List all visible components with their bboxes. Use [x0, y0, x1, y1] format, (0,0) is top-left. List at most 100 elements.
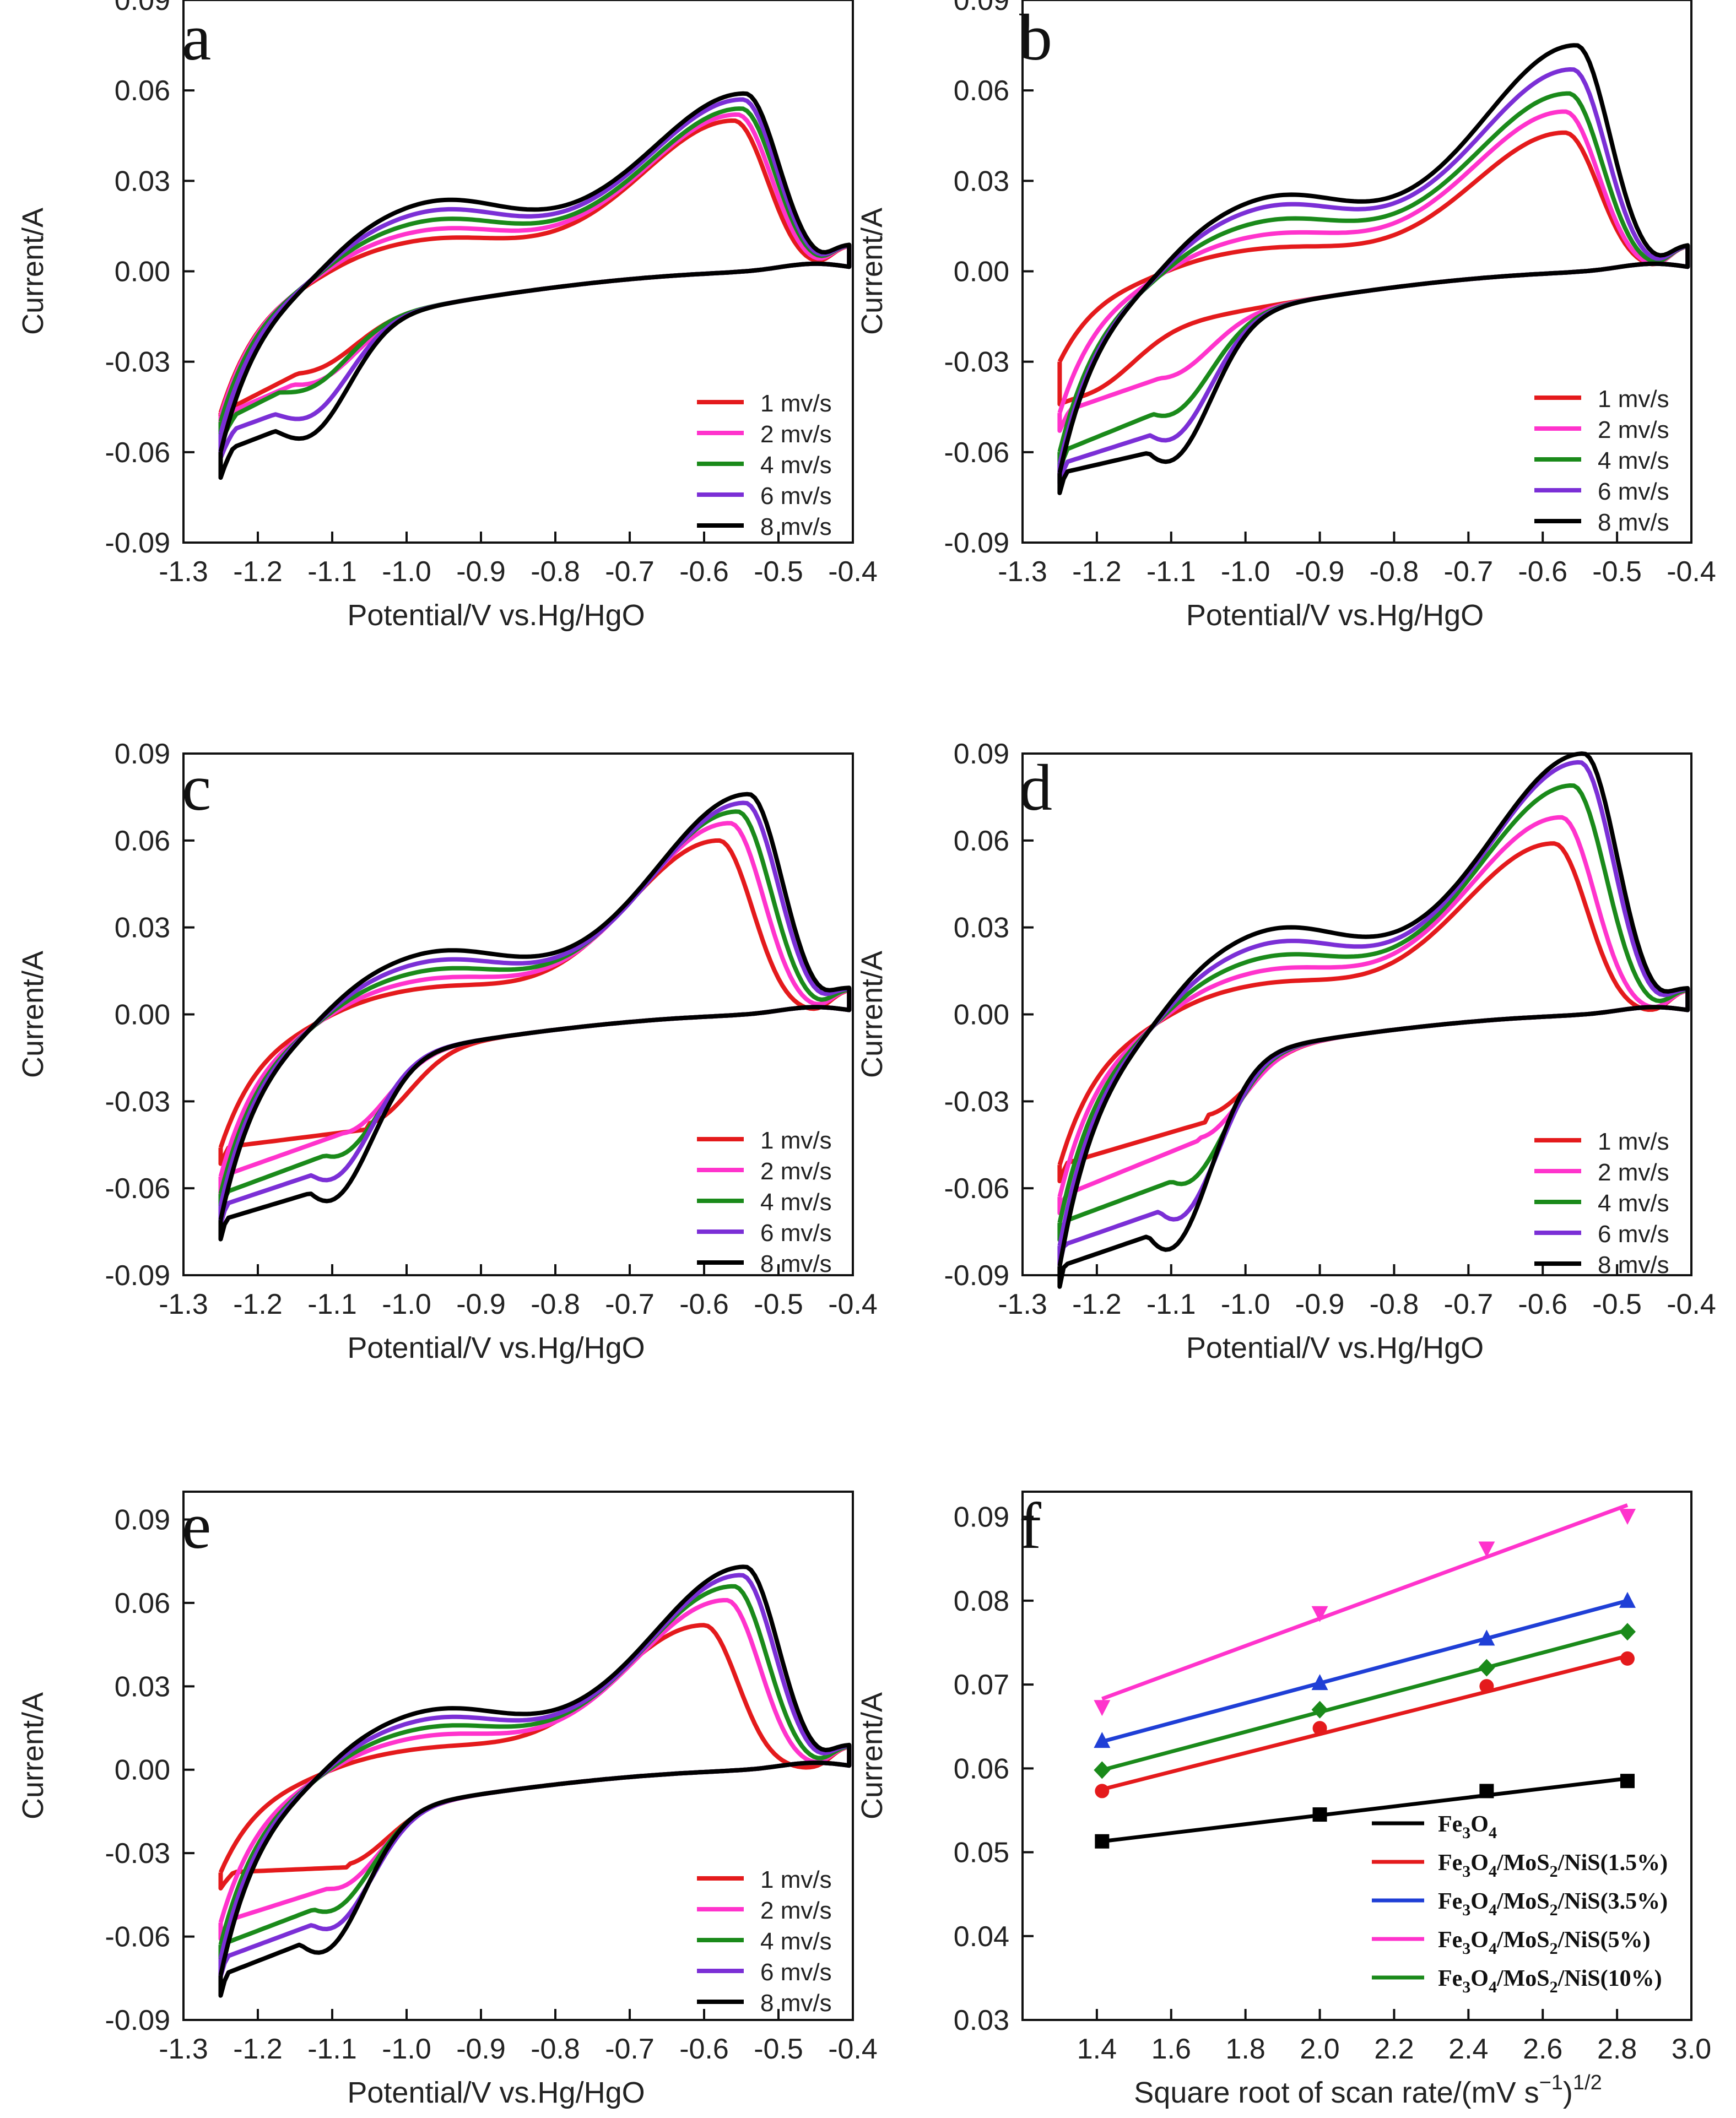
y-tick-label: 0.09: [954, 0, 1009, 17]
y-axis-label: Current/A: [856, 1692, 889, 1819]
x-tick-label: -0.7: [1444, 1288, 1494, 1320]
x-tick-label: -0.9: [456, 556, 506, 588]
data-point: [1620, 1651, 1635, 1666]
y-tick-label: 0.07: [954, 1669, 1009, 1701]
data-point: [1478, 1541, 1495, 1558]
y-tick-label: -0.03: [944, 346, 1009, 378]
fit-line: [1101, 1776, 1628, 1844]
fit-line: [1101, 1599, 1628, 1744]
legend-label: 2 mv/s: [760, 421, 832, 448]
x-tick-label: -1.3: [998, 556, 1047, 588]
data-point: [1478, 1659, 1495, 1677]
y-tick-label: 0.06: [954, 825, 1009, 857]
legend-label: 4 mv/s: [1598, 1190, 1669, 1217]
x-tick-label: -1.0: [382, 2033, 431, 2065]
x-tick-label: -1.3: [159, 556, 208, 588]
x-tick-label: -0.6: [679, 1288, 729, 1320]
x-tick-label: -0.9: [1295, 556, 1345, 588]
x-tick-label: -1.3: [159, 1288, 208, 1320]
x-axis-label: Potential/V vs.Hg/HgO: [1186, 599, 1484, 632]
y-tick-label: -0.06: [944, 1173, 1009, 1205]
fit-line: [1101, 1628, 1628, 1772]
y-tick-label: -0.06: [105, 437, 170, 469]
x-tick-label: -0.8: [531, 1288, 580, 1320]
legend-label: 8 mv/s: [760, 1250, 832, 1277]
legend-label: 4 mv/s: [1598, 447, 1669, 474]
panel-letter: d: [1019, 751, 1052, 824]
x-tick-label: -0.7: [605, 2033, 655, 2065]
y-tick-label: 0.00: [954, 999, 1009, 1031]
cv-curve-8-mv-s: [218, 91, 852, 480]
y-axis-label: Current/A: [17, 208, 50, 335]
y-axis-label: Current/A: [856, 208, 889, 335]
x-tick-label: -1.3: [998, 1288, 1047, 1320]
legend-label: 2 mv/s: [1598, 416, 1669, 443]
data-point: [1312, 1721, 1327, 1736]
cv-curve-8-mv-s: [1057, 751, 1690, 1289]
fit-line: [1101, 1503, 1629, 1701]
legend-label: 1 mv/s: [760, 1866, 832, 1893]
y-tick-label: -0.09: [105, 1260, 170, 1292]
panel-letter: c: [182, 751, 211, 824]
y-tick-label: -0.03: [944, 1086, 1009, 1118]
panel-letter: b: [1019, 1, 1052, 74]
legend-label: Fe3O4/MoS2/NiS(5%): [1438, 1927, 1651, 1958]
y-axis-label: Current/A: [17, 951, 50, 1078]
y-tick-label: 0.04: [954, 1921, 1009, 1953]
x-tick-label: 2.8: [1597, 2033, 1637, 2065]
x-axis-label: Square root of scan rate/(mV s−1)1/2: [1134, 2071, 1602, 2109]
x-tick-label: -0.6: [1518, 1288, 1567, 1320]
x-tick-label: 2.4: [1448, 2033, 1488, 2065]
legend-label: 6 mv/s: [1598, 478, 1669, 505]
x-tick-label: -1.1: [1146, 556, 1196, 588]
y-tick-label: 0.05: [954, 1837, 1009, 1869]
x-axis-label: Potential/V vs.Hg/HgO: [347, 1331, 645, 1364]
x-tick-label: -0.5: [1592, 556, 1642, 588]
plot-frame: [182, 1491, 854, 2021]
legend-label: Fe3O4: [1438, 1812, 1497, 1842]
legend-label: 4 mv/s: [760, 1189, 832, 1216]
x-tick-label: -1.3: [159, 2033, 208, 2065]
x-tick-label: -0.8: [531, 2033, 580, 2065]
y-tick-label: 0.00: [115, 256, 170, 288]
x-tick-label: -0.5: [1592, 1288, 1642, 1320]
y-tick-label: -0.03: [105, 346, 170, 378]
y-tick-label: -0.06: [105, 1173, 170, 1205]
legend-label: 2 mv/s: [760, 1158, 832, 1185]
x-tick-label: -0.8: [1370, 1288, 1419, 1320]
legend-label: 1 mv/s: [760, 1127, 832, 1154]
legend-label: 6 mv/s: [760, 1959, 832, 1986]
legend-label: 6 mv/s: [1598, 1221, 1669, 1248]
x-tick-label: -0.4: [1667, 556, 1716, 588]
x-tick-label: -1.0: [1221, 556, 1270, 588]
legend-label: 2 mv/s: [1598, 1159, 1669, 1186]
x-tick-label: -0.8: [531, 556, 580, 588]
x-tick-label: -0.4: [828, 556, 878, 588]
y-tick-label: 0.03: [115, 1671, 170, 1703]
panel-a: -1.3 -1.2 -1.1 -1.0 -0.9 -0.8 -0.7 -0.6 -0.5 -0.4…: [17, 0, 878, 632]
y-tick-label: -0.06: [105, 1921, 170, 1953]
x-axis-label: Potential/V vs.Hg/HgO: [347, 2076, 645, 2109]
data-point: [1311, 1606, 1328, 1622]
y-tick-label: -0.09: [944, 1260, 1009, 1292]
x-tick-label: -0.6: [679, 556, 729, 588]
y-tick-label: 0.03: [115, 165, 170, 197]
data-point: [1095, 1834, 1110, 1849]
panel-e: -1.3 -1.2 -1.1 -1.0 -0.9 -0.8 -0.7 -0.6 -0.5 -0.4…: [17, 1489, 878, 2109]
x-tick-label: -1.2: [233, 2033, 283, 2065]
legend-label: 1 mv/s: [760, 390, 832, 417]
x-tick-label: -0.6: [679, 2033, 729, 2065]
y-tick-label: 0.09: [115, 0, 170, 17]
data-point: [1312, 1807, 1327, 1822]
legend-label: 8 mv/s: [760, 513, 832, 540]
legend-label: Fe3O4/MoS2/NiS(3.5%): [1438, 1889, 1668, 1919]
data-point: [1095, 1784, 1110, 1799]
data-point: [1619, 1509, 1636, 1525]
x-tick-label: 2.0: [1300, 2033, 1339, 2065]
x-tick-label: -1.0: [382, 1288, 431, 1320]
data-point: [1619, 1623, 1636, 1641]
data-point: [1620, 1774, 1635, 1789]
x-tick-label: 1.4: [1077, 2033, 1117, 2065]
legend-label: 4 mv/s: [760, 1928, 832, 1955]
